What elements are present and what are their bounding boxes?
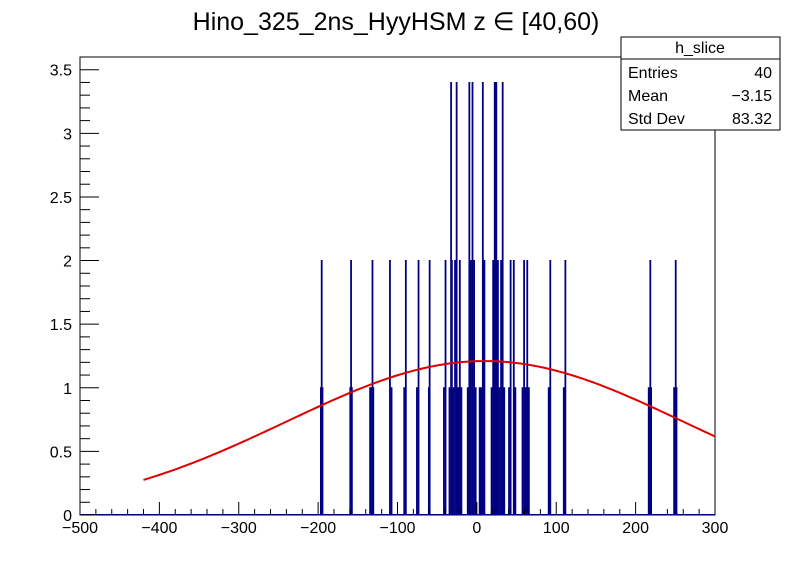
histogram-bar: [457, 387, 460, 515]
histogram-bar: [350, 387, 353, 515]
histogram-bar: [647, 387, 650, 515]
y-tick-label: 3.5: [50, 63, 72, 80]
histogram-bar: [448, 387, 451, 515]
histogram-bar: [321, 387, 324, 515]
histogram-bar: [547, 387, 550, 515]
histogram-bar: [514, 387, 517, 515]
histogram-bar: [473, 260, 475, 515]
x-tick-label: −500: [62, 520, 98, 537]
histogram-bar: [673, 387, 676, 515]
histogram-bar: [466, 387, 469, 515]
stats-box: h_slice Entries 40 Mean −3.15 Std Dev 83…: [620, 36, 781, 131]
histogram-bar: [468, 81, 471, 515]
histogram-bar: [372, 387, 375, 515]
histogram-bar: [478, 387, 481, 515]
histogram-bar: [512, 260, 515, 515]
stats-stddev-value: 83.32: [732, 111, 772, 128]
histogram-bar: [454, 260, 456, 515]
histogram-bar: [498, 387, 501, 515]
x-tick-label: 200: [622, 520, 649, 537]
stats-title: h_slice: [675, 40, 725, 57]
histogram-bar: [455, 81, 458, 515]
x-tick-label: −300: [221, 520, 257, 537]
histogram-bar: [483, 260, 486, 515]
histogram-bar: [481, 81, 484, 515]
histogram-bar: [450, 260, 453, 515]
histogram-bar: [389, 260, 391, 515]
histogram-bar: [471, 81, 474, 515]
histogram-bar: [416, 387, 418, 515]
histogram-bar: [495, 81, 498, 515]
histogram-bar: [526, 260, 529, 515]
stats-entries-value: 40: [754, 65, 772, 82]
x-tick-label: −100: [379, 520, 415, 537]
histogram-bar: [523, 260, 525, 515]
histogram-bar: [549, 260, 552, 515]
x-tick-label: 0: [472, 520, 481, 537]
histogram-bar: [443, 387, 445, 515]
histogram-bar: [403, 387, 406, 515]
y-tick-label: 0: [63, 508, 72, 525]
histogram-bar: [444, 260, 447, 515]
histogram-bar: [470, 260, 472, 515]
stats-mean-label: Mean: [628, 88, 668, 105]
histogram-bar: [474, 387, 477, 515]
stats-entries-label: Entries: [628, 65, 678, 82]
stats-mean-value: −3.15: [732, 88, 773, 105]
y-tick-label: 1.5: [50, 317, 72, 334]
y-tick-label: 3: [63, 126, 72, 143]
histogram-bar: [508, 387, 510, 515]
histogram-bar: [650, 387, 652, 515]
histogram-bar: [452, 387, 455, 515]
histogram-bar: [460, 387, 463, 515]
x-tick-label: 100: [543, 520, 570, 537]
stats-stddev-label: Std Dev: [628, 111, 685, 128]
histogram-bar: [527, 387, 530, 515]
x-tick-label: 300: [702, 520, 729, 537]
x-tick-label: −400: [141, 520, 177, 537]
histogram-bar: [480, 387, 483, 515]
histogram-bar: [370, 387, 372, 515]
y-tick-label: 0.5: [50, 444, 72, 461]
histogram-bar: [404, 260, 407, 515]
fit-curve: [143, 360, 716, 481]
histogram-bar: [562, 387, 565, 515]
histogram-bar: [492, 260, 495, 515]
histogram-bar: [524, 387, 527, 515]
histogram-bar: [564, 260, 567, 515]
histogram-bar: [521, 387, 524, 515]
histogram-bar: [493, 81, 496, 515]
x-tick-label: −200: [300, 520, 336, 537]
y-tick-label: 2.5: [50, 190, 72, 207]
histogram-bar: [503, 387, 506, 515]
histogram-bar: [428, 260, 431, 515]
histogram-bar: [390, 387, 393, 515]
histogram-bars: [80, 81, 715, 515]
stats-box-frame: [620, 36, 781, 131]
histogram-bar: [501, 81, 504, 515]
y-tick-label: 1: [63, 381, 72, 398]
histogram-bar: [500, 260, 502, 515]
axes: −500 −400 −300 −200 −100 0 100 200 300 0 0.5 1 1.5 2 2…: [50, 56, 729, 537]
chart-title: Hino_325_2ns_HyyHSM z ∈ [40,60): [193, 8, 600, 36]
histogram-bar: [675, 387, 678, 515]
histogram-bar: [417, 260, 420, 515]
histogram-bar: [458, 260, 461, 515]
y-tick-label: 2: [63, 254, 72, 271]
histogram-bar: [509, 260, 512, 515]
histogram-bar: [490, 387, 493, 515]
histogram-bar: [497, 260, 499, 515]
